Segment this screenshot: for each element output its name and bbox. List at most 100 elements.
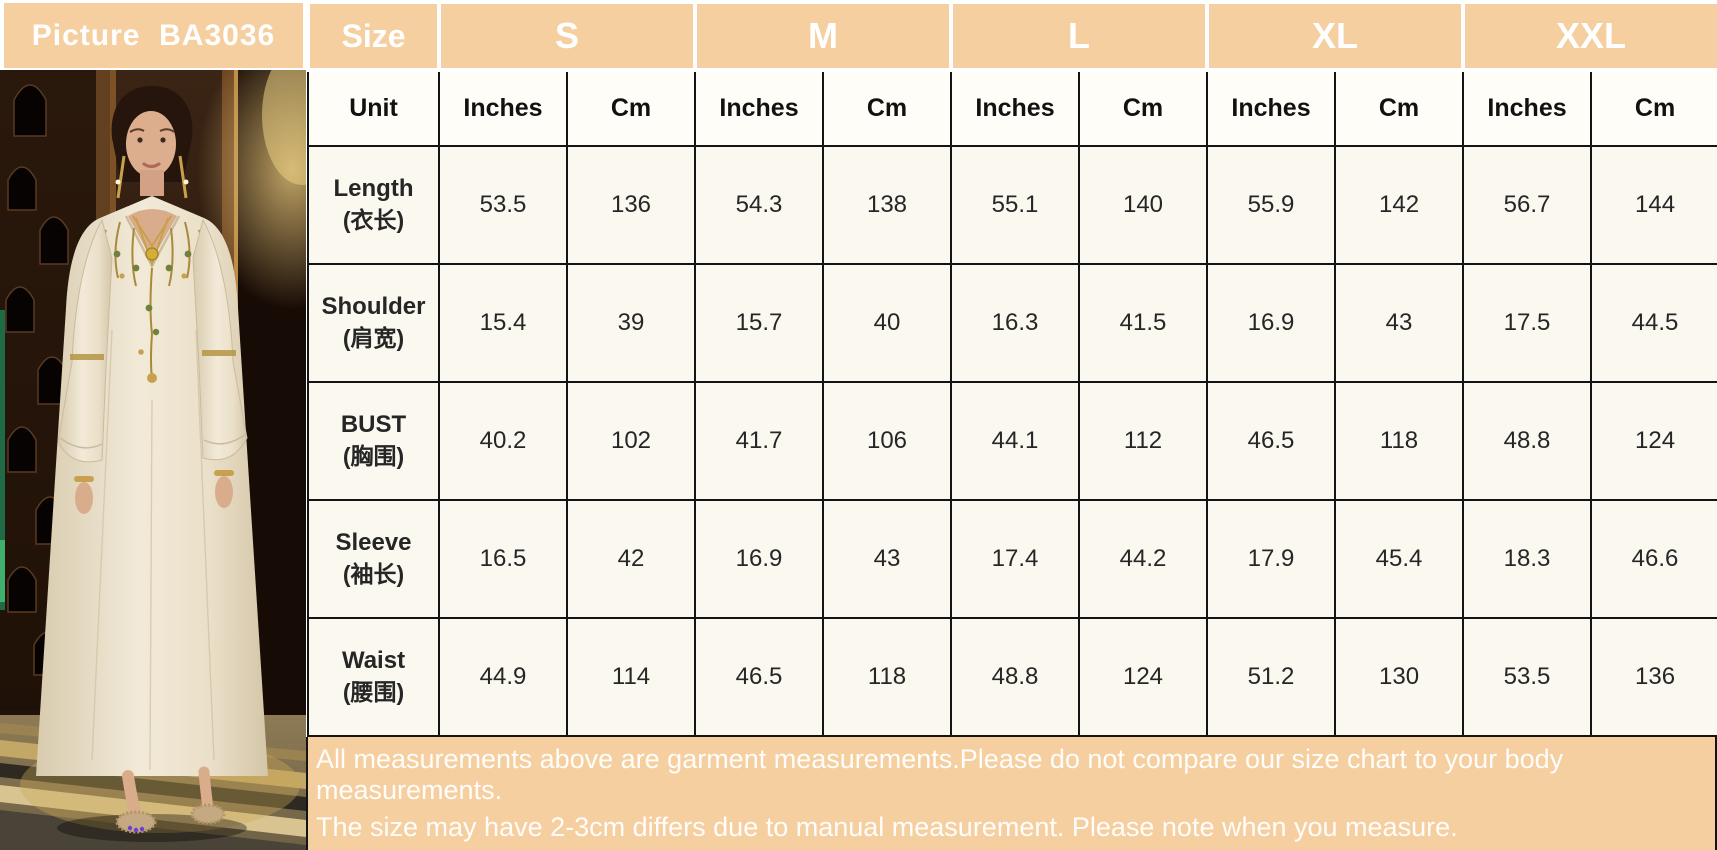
row-label-length: Length (衣长) xyxy=(307,145,440,265)
cell-value: 15.4 xyxy=(438,263,568,383)
product-photo xyxy=(0,70,306,850)
cell-value: 53.5 xyxy=(438,145,568,265)
cell-value: 144 xyxy=(1590,145,1717,265)
unit-inches: Inches xyxy=(950,69,1081,147)
model-eye-right xyxy=(160,137,166,143)
light-glow-core xyxy=(262,70,306,185)
cell-value: 44.9 xyxy=(438,617,568,737)
model-figure xyxy=(36,86,268,842)
size-header-row: Size S M L XL XXL xyxy=(306,0,1717,72)
row-label-sleeve: Sleeve (袖长) xyxy=(307,499,440,619)
cell-value: 55.9 xyxy=(1206,145,1337,265)
model-lips xyxy=(142,162,161,169)
cell-value: 40 xyxy=(822,263,953,383)
cell-value: 17.9 xyxy=(1206,499,1337,619)
cell-value: 16.5 xyxy=(438,499,568,619)
cell-value: 118 xyxy=(822,617,953,737)
earring-sparkle-right xyxy=(183,179,189,185)
cell-value: 46.5 xyxy=(1206,381,1337,501)
cell-value: 114 xyxy=(565,617,697,737)
row-label-waist: Waist (腰围) xyxy=(307,617,440,737)
cell-value: 46.5 xyxy=(694,617,825,737)
cell-value: 140 xyxy=(1078,145,1209,265)
green-edge-strip xyxy=(0,310,5,610)
model-brows xyxy=(129,128,175,133)
cell-value: 106 xyxy=(822,381,953,501)
row-label-bust: BUST (胸围) xyxy=(307,381,440,501)
cell-value: 118 xyxy=(1334,381,1465,501)
model-neck xyxy=(140,170,164,196)
cell-value: 44.1 xyxy=(950,381,1081,501)
cell-value: 44.2 xyxy=(1078,499,1209,619)
green-edge-highlight xyxy=(0,540,5,602)
cell-value: 44.5 xyxy=(1590,263,1717,383)
size-corner-header: Size xyxy=(306,0,441,72)
cell-value: 46.6 xyxy=(1590,499,1717,619)
cell-value: 124 xyxy=(1078,617,1209,737)
row-label-en: BUST xyxy=(340,410,407,438)
cell-value: 17.4 xyxy=(950,499,1081,619)
picture-column: Picture BA3036 xyxy=(0,0,306,850)
row-label-zh: (衣长) xyxy=(342,207,405,233)
cell-value: 40.2 xyxy=(438,381,568,501)
bell-sleeves xyxy=(57,218,248,463)
cell-value: 42 xyxy=(565,499,697,619)
row-label-zh: (腰围) xyxy=(342,679,405,705)
unit-inches: Inches xyxy=(1462,69,1593,147)
cell-value: 136 xyxy=(565,145,697,265)
gold-earrings xyxy=(116,155,188,199)
cell-value: 39 xyxy=(565,263,697,383)
table-row-waist: Waist (腰围) 44.9 114 46.5 118 48.8 124 51… xyxy=(307,617,1717,737)
unit-cm: Cm xyxy=(1078,69,1209,147)
picture-header-label: Picture BA3036 xyxy=(4,3,303,68)
model-face xyxy=(126,111,176,177)
unit-cm: Cm xyxy=(1590,69,1717,147)
cell-value: 43 xyxy=(1334,263,1465,383)
unit-inches: Inches xyxy=(1206,69,1337,147)
row-label-en: Sleeve xyxy=(335,528,412,556)
size-header-xxl: XXL xyxy=(1461,0,1717,72)
gold-necklaces xyxy=(132,215,172,268)
cell-value: 54.3 xyxy=(694,145,825,265)
cell-value: 16.3 xyxy=(950,263,1081,383)
row-label-zh: (胸围) xyxy=(342,443,405,469)
cell-value: 53.5 xyxy=(1462,617,1593,737)
cell-value: 136 xyxy=(1590,617,1717,737)
product-photo-illustration xyxy=(0,70,306,850)
cell-value: 142 xyxy=(1334,145,1465,265)
size-chart-area: Size S M L XL XXL Unit Inches Cm Inches … xyxy=(306,0,1717,850)
cell-value: 41.5 xyxy=(1078,263,1209,383)
row-label-en: Waist xyxy=(341,646,406,674)
row-label-zh: (袖长) xyxy=(342,561,405,587)
row-label-en: Length xyxy=(333,174,414,202)
cell-value: 17.5 xyxy=(1462,263,1593,383)
table-row-bust: BUST (胸围) 40.2 102 41.7 106 44.1 112 46.… xyxy=(307,381,1717,501)
row-label-zh: (肩宽) xyxy=(342,325,405,351)
cell-value: 138 xyxy=(822,145,953,265)
dress-vneck xyxy=(128,209,177,260)
cell-value: 18.3 xyxy=(1462,499,1593,619)
unit-cm: Cm xyxy=(822,69,953,147)
hands xyxy=(74,470,234,514)
note-line-2: The size may have 2-3cm differs due to m… xyxy=(316,812,1458,843)
cell-value: 112 xyxy=(1078,381,1209,501)
cell-value: 56.7 xyxy=(1462,145,1593,265)
cell-value: 43 xyxy=(822,499,953,619)
table-row-sleeve: Sleeve (袖长) 16.5 42 16.9 43 17.4 44.2 17… xyxy=(307,499,1717,619)
embroidery-beads xyxy=(119,273,187,383)
unit-cm: Cm xyxy=(1334,69,1465,147)
size-table: Size S M L XL XXL Unit Inches Cm Inches … xyxy=(306,0,1717,737)
model-eye-left xyxy=(137,137,143,143)
cell-value: 51.2 xyxy=(1206,617,1337,737)
table-row-shoulder: Shoulder (肩宽) 15.4 39 15.7 40 16.3 41.5 … xyxy=(307,263,1717,383)
cell-value: 130 xyxy=(1334,617,1465,737)
cell-value: 124 xyxy=(1590,381,1717,501)
measurement-note: All measurements above are garment measu… xyxy=(306,737,1717,850)
cell-value: 15.7 xyxy=(694,263,825,383)
cell-value: 55.1 xyxy=(950,145,1081,265)
unit-inches: Inches xyxy=(694,69,825,147)
earring-sparkle-left xyxy=(115,179,121,185)
size-header-m: M xyxy=(693,0,954,72)
size-header-xl: XL xyxy=(1205,0,1466,72)
